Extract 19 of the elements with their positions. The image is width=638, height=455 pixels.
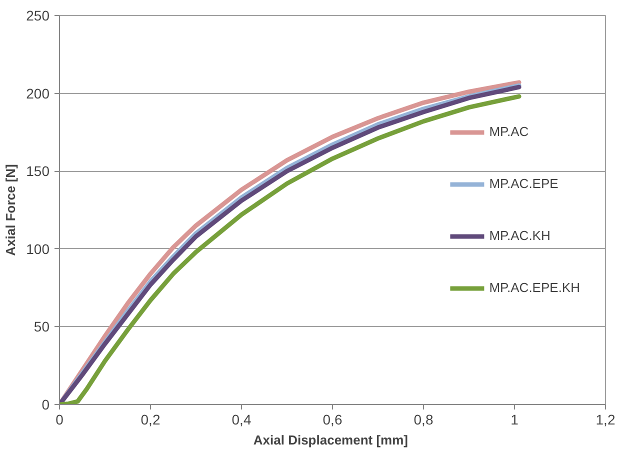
- x-tick-label: 0,2: [140, 412, 160, 428]
- x-tick-label: 0,6: [322, 412, 342, 428]
- x-tick-label: 0,4: [232, 412, 252, 428]
- x-tick-label: 1: [510, 412, 519, 428]
- legend-label: MP.AC.EPE: [489, 176, 558, 191]
- y-tick-label: 50: [34, 318, 50, 335]
- legend-label: MP.AC: [489, 124, 529, 139]
- y-axis-title: Axial Force [N]: [3, 164, 18, 256]
- y-tick-label: 0: [42, 396, 50, 412]
- x-axis-title: Axial Displacement [mm]: [253, 432, 408, 448]
- y-tick-label: 200: [26, 85, 50, 102]
- y-tick-label: 150: [26, 163, 50, 180]
- x-tick-label: 0,8: [414, 412, 434, 428]
- x-tick-label: 0: [56, 412, 64, 428]
- y-tick-label: 250: [26, 8, 50, 24]
- y-tick-label: 100: [26, 240, 50, 257]
- legend-label: MP.AC.KH: [489, 228, 550, 243]
- x-tick-label: 1,2: [596, 412, 616, 428]
- legend-label: MP.AC.EPE.KH: [489, 280, 580, 295]
